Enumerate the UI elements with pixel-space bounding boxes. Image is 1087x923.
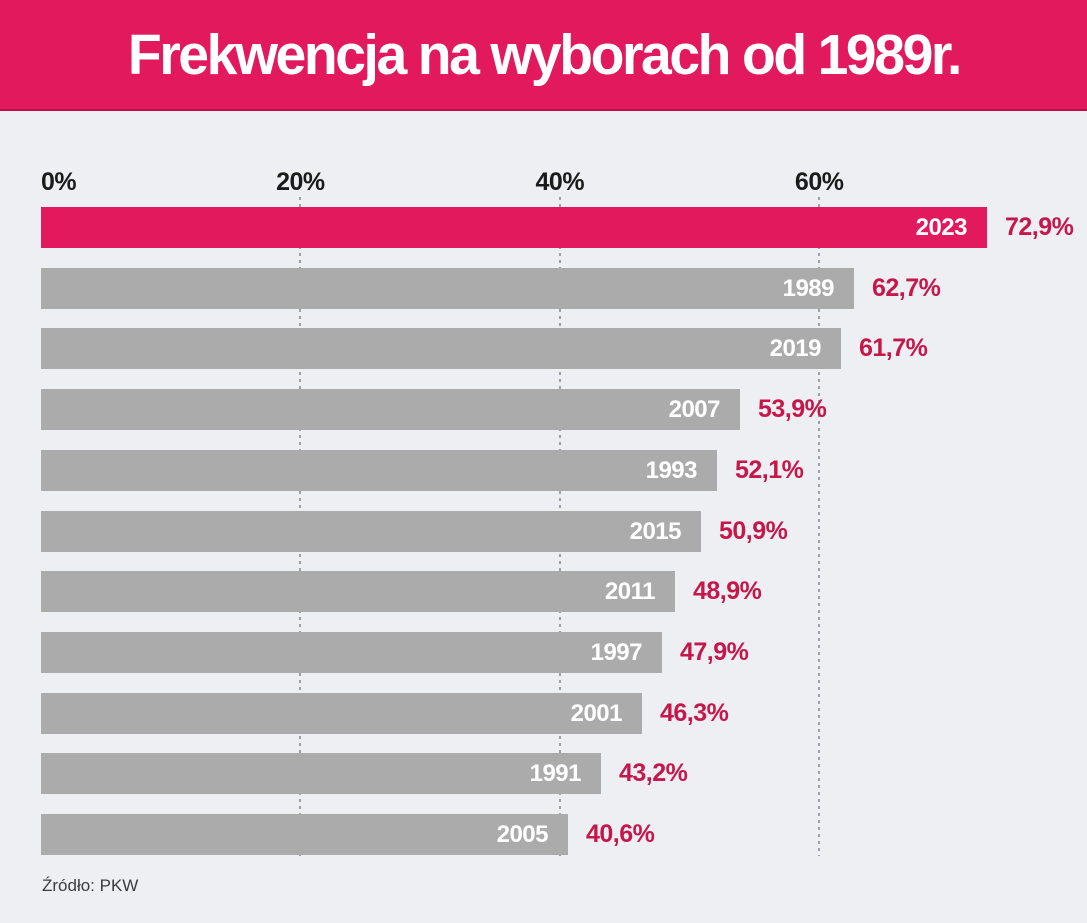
bar: 1997 [41,632,662,673]
bar-year-label: 1993 [645,457,698,484]
bar-row: 2001 46,3% [41,693,1087,734]
bar: 2001 [41,693,642,734]
bar-year-label: 1991 [529,760,582,787]
bar: 2015 [41,511,701,552]
bar-row: 2007 53,9% [41,389,1087,430]
bar-row: 2015 50,9% [41,511,1087,552]
bar: 1989 [41,268,854,309]
bar: 2011 [41,571,675,612]
bar-row: 1991 43,2% [41,753,1087,794]
bar-value-label: 48,9% [693,577,762,605]
source-note: Źródło: PKW [42,876,139,895]
bar-chart: 0% 20% 40% 60% 2023 72,9% 1989 62,7% 2019 61,7% 2… [41,111,1087,871]
bar-year-label: 2007 [668,396,721,423]
x-axis-tick-label: 40% [535,168,585,196]
bar-value-label: 52,1% [735,456,804,484]
bar-year-label: 2011 [604,578,656,605]
bar-value-label: 72,9% [1005,213,1074,241]
bar-row: 1997 47,9% [41,632,1087,673]
bar-year-label: 1989 [782,275,835,302]
bar-year-label: 2019 [769,335,822,362]
bar: 2005 [41,814,568,855]
bar-year-label: 2015 [629,518,682,545]
page-title: Frekwencja na wyborach od 1989r. [127,22,961,87]
bar-value-label: 50,9% [719,517,788,545]
gridline [818,197,821,856]
bar: 2023 [41,207,987,248]
x-axis-tick-label: 20% [276,168,325,196]
header-banner: Frekwencja na wyborach od 1989r. [0,0,1087,111]
bar-value-label: 61,7% [859,334,928,362]
bar: 1993 [41,450,717,491]
x-axis-tick-label: 60% [794,168,844,196]
bar-value-label: 62,7% [872,274,941,302]
bar-value-label: 46,3% [660,699,729,727]
bar-value-label: 43,2% [619,759,688,787]
x-axis-tick-label: 0% [41,168,77,196]
bar-year-label: 1997 [590,639,643,666]
bar-row: 2023 72,9% [41,207,1087,248]
bar-row: 1989 62,7% [41,268,1087,309]
bar-row: 2005 40,6% [41,814,1087,855]
bar-row: 1993 52,1% [41,450,1087,491]
bar-year-label: 2001 [570,700,623,727]
bar-year-label: 2005 [496,821,549,848]
bar: 1991 [41,753,601,794]
bar-row: 2011 48,9% [41,571,1087,612]
bar: 2007 [41,389,740,430]
bar-row: 2019 61,7% [41,328,1087,369]
bar-value-label: 53,9% [758,395,827,423]
bar-year-label: 2023 [915,214,968,241]
bar: 2019 [41,328,841,369]
bar-value-label: 47,9% [680,638,749,666]
bar-value-label: 40,6% [586,820,655,848]
